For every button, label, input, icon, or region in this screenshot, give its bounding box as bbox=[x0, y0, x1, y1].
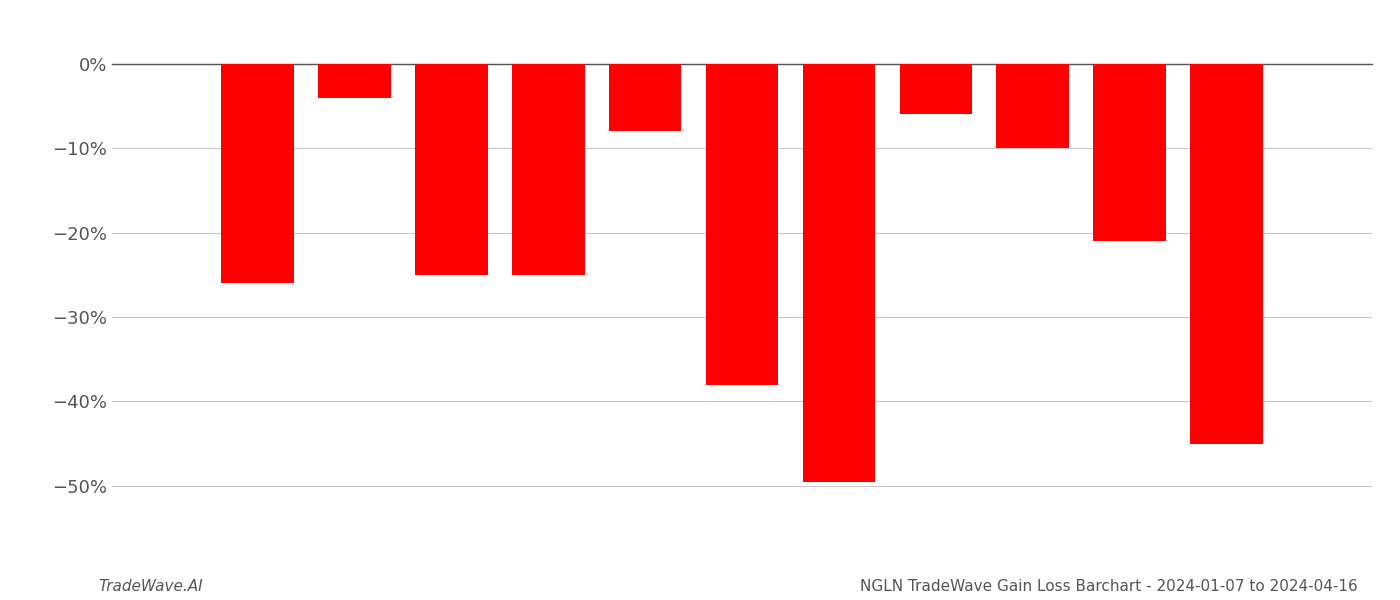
Bar bbox=[318, 64, 391, 98]
Bar bbox=[414, 64, 487, 275]
Bar bbox=[997, 64, 1070, 148]
Bar bbox=[1190, 64, 1263, 443]
Text: TradeWave.AI: TradeWave.AI bbox=[98, 579, 203, 594]
Bar bbox=[706, 64, 778, 385]
Bar bbox=[512, 64, 585, 275]
Bar bbox=[900, 64, 972, 115]
Bar bbox=[802, 64, 875, 482]
Bar bbox=[221, 64, 294, 283]
Text: NGLN TradeWave Gain Loss Barchart - 2024-01-07 to 2024-04-16: NGLN TradeWave Gain Loss Barchart - 2024… bbox=[860, 579, 1358, 594]
Bar bbox=[1093, 64, 1166, 241]
Bar bbox=[609, 64, 682, 131]
